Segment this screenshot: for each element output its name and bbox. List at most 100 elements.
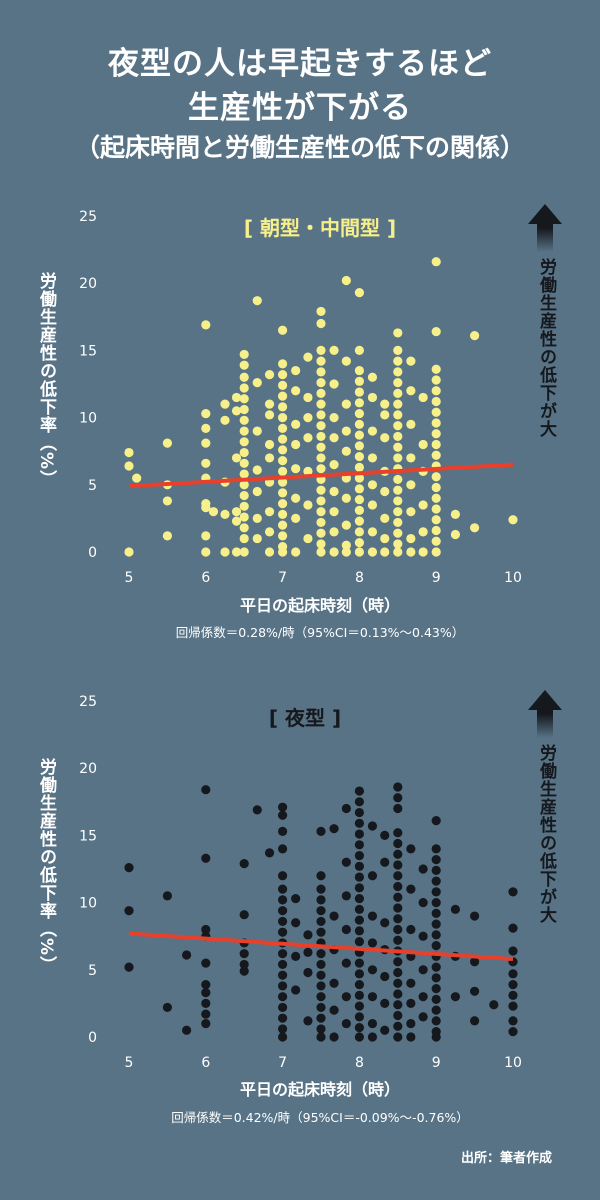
data-point — [278, 871, 288, 881]
data-point — [354, 398, 364, 408]
data-point — [431, 1016, 441, 1026]
data-point — [393, 849, 403, 859]
data-point — [393, 399, 403, 409]
data-point — [316, 367, 326, 377]
data-point — [329, 978, 339, 988]
data-point — [291, 464, 301, 474]
data-point — [354, 818, 364, 828]
data-point — [239, 372, 249, 382]
data-point — [431, 941, 441, 951]
data-point — [316, 539, 326, 549]
data-point — [329, 507, 339, 517]
data-point — [291, 547, 301, 557]
data-point — [508, 990, 518, 1000]
data-point — [431, 1032, 441, 1042]
data-point — [508, 979, 518, 990]
data-point — [278, 802, 288, 812]
data-point — [354, 990, 364, 1000]
data-point — [470, 957, 480, 967]
data-point — [239, 360, 249, 370]
data-point — [418, 500, 428, 510]
data-point — [278, 826, 288, 836]
data-point — [508, 969, 518, 979]
data-point — [124, 962, 134, 972]
data-point — [252, 296, 262, 306]
data-point — [316, 399, 326, 409]
data-point — [278, 531, 288, 541]
x-tick-label: 9 — [432, 570, 441, 586]
data-point — [431, 984, 441, 994]
data-point — [231, 392, 242, 403]
data-point — [124, 447, 134, 458]
data-point — [303, 1016, 313, 1026]
data-point — [231, 507, 242, 517]
x-tick-label: 10 — [504, 1055, 522, 1071]
data-point — [418, 1012, 428, 1022]
data-point — [278, 466, 288, 476]
data-point — [124, 547, 134, 557]
data-point — [278, 325, 288, 335]
data-point — [406, 844, 416, 854]
data-point — [380, 433, 390, 443]
data-point — [393, 388, 403, 399]
y-tick-label: 20 — [79, 761, 97, 777]
data-point — [231, 453, 242, 463]
data-point — [393, 1010, 403, 1021]
data-point — [341, 446, 351, 456]
y-tick-label: 0 — [88, 545, 97, 561]
data-point — [316, 421, 326, 431]
data-point — [406, 998, 416, 1009]
data-point — [393, 485, 403, 495]
data-point — [354, 1022, 364, 1033]
data-point — [393, 547, 403, 557]
data-point — [393, 838, 403, 849]
data-point — [393, 1032, 403, 1042]
data-point — [431, 396, 441, 407]
data-point — [239, 910, 249, 920]
data-point — [201, 438, 211, 448]
data-point — [393, 793, 403, 803]
data-point — [367, 1018, 378, 1029]
data-point — [431, 898, 441, 908]
data-point — [220, 399, 230, 409]
data-point — [393, 957, 403, 967]
title-line-1: 夜型の人は早起きするほど — [108, 46, 492, 82]
data-point — [264, 527, 275, 537]
data-point — [431, 930, 441, 940]
data-point — [341, 540, 351, 550]
data-point — [380, 1025, 390, 1035]
data-point — [278, 477, 288, 487]
data-point — [393, 914, 403, 924]
data-point — [316, 507, 326, 517]
data-point — [431, 326, 441, 337]
data-point — [201, 320, 211, 330]
data-point — [252, 465, 262, 475]
data-point — [393, 421, 403, 431]
data-point — [354, 1001, 364, 1011]
data-point — [380, 399, 390, 409]
data-point — [201, 458, 211, 468]
data-point — [341, 493, 351, 503]
data-point — [354, 537, 364, 548]
data-point — [291, 513, 301, 524]
data-point — [264, 507, 275, 517]
data-point — [393, 803, 403, 814]
data-point — [418, 439, 428, 450]
data-point — [329, 379, 339, 389]
data-point — [201, 988, 211, 998]
data-point — [431, 547, 441, 557]
data-point — [367, 426, 378, 436]
data-point — [239, 490, 249, 501]
y-tick-label: 5 — [88, 478, 97, 494]
y-tick-label: 0 — [88, 1030, 97, 1046]
data-point — [393, 345, 403, 355]
y-tick-label: 10 — [79, 411, 97, 427]
regression-line — [128, 462, 514, 489]
data-point — [278, 547, 288, 557]
data-point — [252, 805, 262, 815]
data-point — [367, 871, 378, 881]
data-point — [278, 445, 288, 455]
data-point — [220, 415, 230, 425]
data-point — [431, 504, 441, 514]
data-point — [393, 881, 403, 892]
